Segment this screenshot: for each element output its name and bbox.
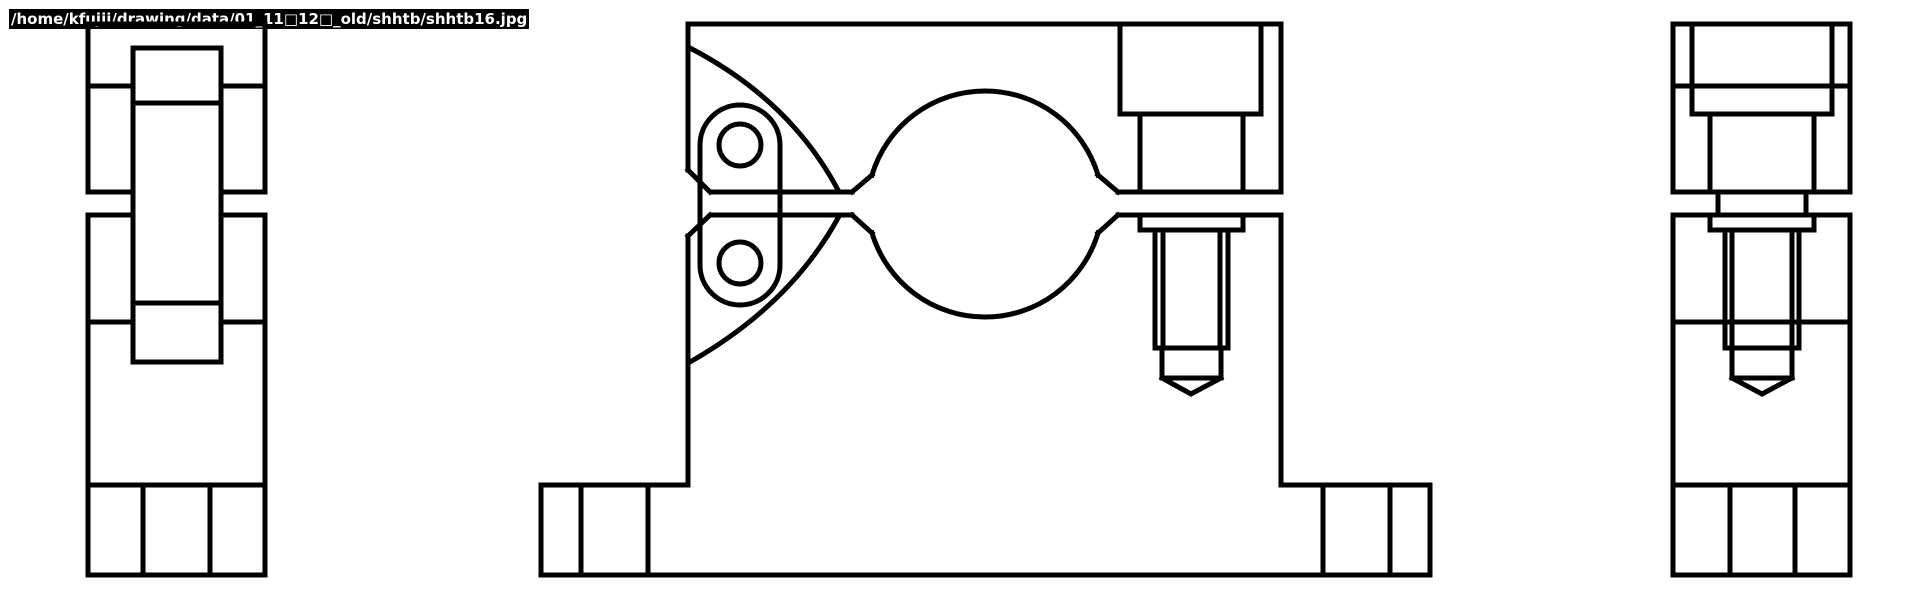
front-chamfer bbox=[848, 211, 876, 237]
front-hinge-pin-bottom bbox=[716, 239, 764, 287]
front-hinge-sweep-arc bbox=[686, 44, 842, 194]
front-lower-outline bbox=[538, 212, 1433, 578]
front-bore-upper-arc bbox=[868, 88, 1102, 179]
front-hinge-pin-top bbox=[716, 121, 764, 169]
front-hinge-link bbox=[697, 102, 783, 308]
front-view bbox=[538, 21, 1433, 578]
front-bolt-tip bbox=[1159, 345, 1224, 381]
front-bolt-point bbox=[1158, 374, 1225, 397]
right-side-view bbox=[1670, 21, 1853, 578]
right-bolt-head bbox=[1689, 21, 1835, 117]
front-hinge-sweep-arc bbox=[686, 214, 842, 366]
front-bolt-threads-outer bbox=[1152, 227, 1231, 351]
right-bolt-tip bbox=[1729, 345, 1795, 381]
right-bolt-threads-outer bbox=[1722, 227, 1802, 351]
right-upper-block bbox=[1670, 21, 1853, 195]
front-bolt-head bbox=[1117, 21, 1264, 117]
left-side-view bbox=[85, 21, 268, 578]
front-chamfer bbox=[848, 171, 876, 196]
right-bolt-point bbox=[1728, 374, 1796, 397]
front-chamfer bbox=[1094, 211, 1122, 237]
front-upper-outline bbox=[685, 21, 1284, 195]
front-chamfer bbox=[1094, 171, 1122, 196]
front-bore-lower-arc bbox=[868, 229, 1102, 320]
left-clamp-plate bbox=[130, 45, 224, 365]
